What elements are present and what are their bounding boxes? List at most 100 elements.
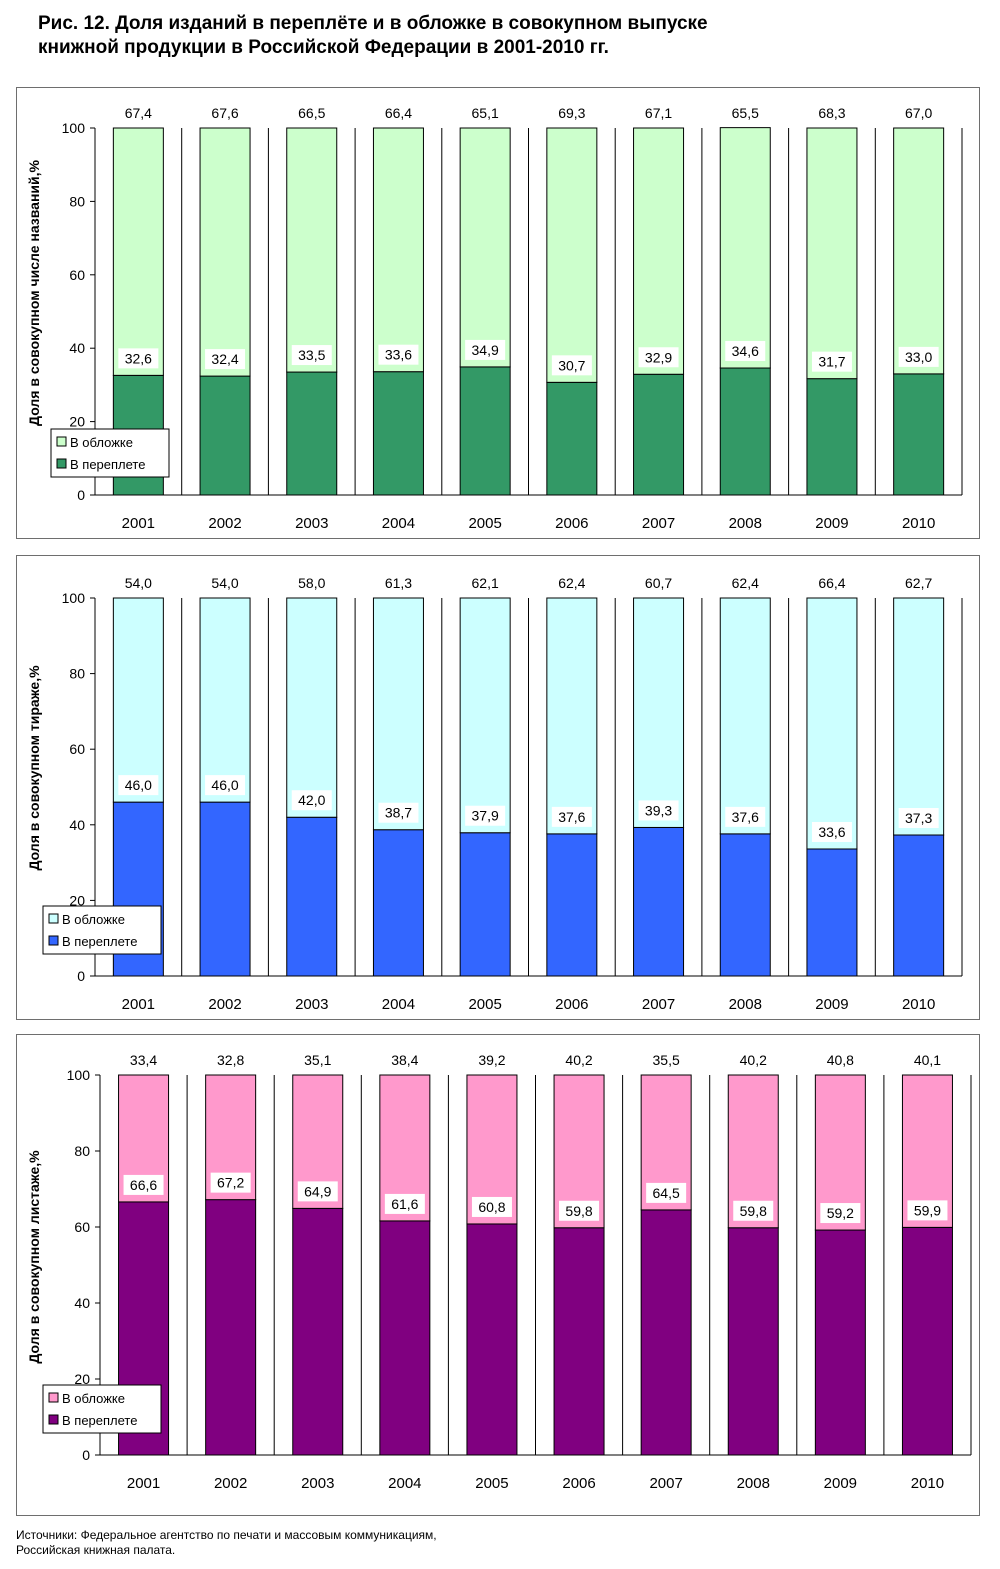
- bar-top-2005: [459, 597, 511, 834]
- source-line-2: Российская книжная палата.: [16, 1543, 176, 1557]
- data-label-bottom-2003: 64,9: [304, 1183, 331, 1199]
- legend-box: [50, 428, 170, 478]
- x-tick-label-2008: 2008: [729, 515, 762, 532]
- x-tick-label-2002: 2002: [208, 996, 241, 1013]
- bar-bottom-2004: [372, 371, 424, 496]
- data-label-bottom-2003: 33,5: [298, 347, 325, 363]
- data-label-bg: [559, 1200, 600, 1221]
- data-label-bottom-2005: 37,9: [472, 808, 499, 824]
- data-label-top-2007: 60,7: [645, 575, 672, 591]
- legend: В обложке В переплете: [50, 428, 170, 478]
- bar-bottom-2005: [459, 832, 511, 977]
- data-label-bottom-2004: 38,7: [385, 805, 412, 821]
- y-tick-label: 0: [77, 487, 85, 503]
- data-label-bg: [551, 355, 592, 376]
- legend-swatch-1: [48, 913, 59, 924]
- y-tick-label: 20: [69, 414, 85, 430]
- x-tick-label-2003: 2003: [295, 515, 328, 532]
- data-label-bottom-2009: 33,6: [818, 824, 845, 840]
- data-label-top-2005: 65,1: [472, 105, 499, 121]
- legend-box: [42, 905, 162, 955]
- y-tick-label: 20: [69, 892, 85, 908]
- x-tick-label-2001: 2001: [122, 515, 155, 532]
- y-axis-title: Доля в совокупном числе названий,%: [26, 159, 42, 425]
- data-label-top-2001: 67,4: [125, 105, 152, 121]
- x-tick-label-2007: 2007: [649, 1475, 682, 1492]
- data-label-top-2007: 67,1: [645, 105, 672, 121]
- data-label-top-2008: 65,5: [732, 105, 759, 121]
- data-label-bg: [118, 348, 159, 369]
- legend-label-0: В переплете: [62, 1413, 137, 1428]
- figure-title-line-2: книжной продукции в Российской Федерации…: [38, 37, 609, 58]
- chart-sheets-share: 0 20 40 60 80 100 Доля в совокупном листаже,% 6…: [26, 1052, 972, 1492]
- data-label-bottom-2004: 61,6: [391, 1196, 418, 1212]
- bar-bottom-2003: [292, 1207, 344, 1456]
- data-label-bg: [123, 1174, 164, 1195]
- data-label-bg: [811, 351, 852, 372]
- data-label-bg: [378, 344, 419, 365]
- data-label-bottom-2010: 33,0: [905, 349, 932, 365]
- chart-panel-titles: 0 20 40 60 80 100 Доля в совокупном числе назв…: [16, 87, 980, 539]
- legend-swatch-0: [48, 1414, 59, 1425]
- data-label-top-2003: 66,5: [298, 105, 325, 121]
- chart-panel-print-run: 0 20 40 60 80 100 Доля в совокупном тираже,% 46…: [16, 555, 980, 1020]
- x-tick-label-2007: 2007: [642, 996, 675, 1013]
- data-label-top-2003: 58,0: [298, 575, 325, 591]
- data-label-bottom-2006: 59,8: [565, 1203, 592, 1219]
- data-label-bg: [210, 1172, 251, 1193]
- legend-box: [42, 1384, 162, 1434]
- legend-label-1: В обложке: [70, 435, 133, 450]
- data-label-bottom-2005: 34,9: [472, 342, 499, 358]
- x-tick-label-2002: 2002: [214, 1475, 247, 1492]
- source-note: Источники: Федеральное агентство по печа…: [16, 1528, 437, 1558]
- x-tick-label-2003: 2003: [295, 996, 328, 1013]
- data-label-bg: [297, 1181, 338, 1202]
- bar-bottom-2007: [633, 373, 685, 496]
- bar-bottom-2010: [893, 834, 945, 977]
- chart-print-run-share: 0 20 40 60 80 100 Доля в совокупном тираже,% 46…: [26, 575, 963, 1013]
- bar-bottom-2007: [633, 826, 685, 977]
- data-label-top-2005: 39,2: [478, 1052, 505, 1068]
- x-tick-label-2004: 2004: [382, 515, 415, 532]
- y-axis-title: Доля в совокупном листаже,%: [26, 1150, 42, 1364]
- chart-titles-share: 0 20 40 60 80 100 Доля в совокупном числе назв…: [26, 105, 963, 532]
- data-label-bg: [378, 802, 419, 823]
- data-label-bg: [646, 1182, 687, 1203]
- y-tick-label: 40: [74, 1295, 90, 1311]
- bar-bottom-2002: [199, 801, 251, 977]
- x-tick-label-2008: 2008: [729, 996, 762, 1013]
- x-tick-label-2001: 2001: [122, 996, 155, 1013]
- data-label-top-2003: 35,1: [304, 1052, 331, 1068]
- bar-bottom-2009: [814, 1229, 866, 1456]
- bar-top-2001: [112, 127, 164, 376]
- data-label-top-2008: 40,2: [740, 1052, 767, 1068]
- data-label-bottom-2003: 42,0: [298, 792, 325, 808]
- data-label-top-2004: 66,4: [385, 105, 412, 121]
- data-label-bottom-2010: 59,9: [914, 1202, 941, 1218]
- x-tick-label-2005: 2005: [468, 515, 501, 532]
- data-label-bottom-2010: 37,3: [905, 810, 932, 826]
- data-label-top-2010: 62,7: [905, 575, 932, 591]
- x-tick-label-2004: 2004: [388, 1475, 421, 1492]
- y-tick-label: 20: [74, 1371, 90, 1387]
- data-label-top-2007: 35,5: [653, 1052, 680, 1068]
- data-label-bottom-2002: 67,2: [217, 1175, 244, 1191]
- bar-bottom-2004: [379, 1220, 431, 1456]
- x-tick-label-2002: 2002: [208, 515, 241, 532]
- data-label-top-2002: 67,6: [211, 105, 238, 121]
- bar-top-2008: [719, 127, 771, 369]
- y-tick-label: 60: [69, 267, 85, 283]
- x-tick-label-2009: 2009: [815, 996, 848, 1013]
- data-label-bottom-2007: 32,9: [645, 349, 672, 365]
- y-tick-label: 100: [67, 1067, 91, 1083]
- data-label-bg: [898, 346, 939, 367]
- y-tick-label: 60: [74, 1219, 90, 1235]
- data-label-top-2009: 66,4: [818, 575, 845, 591]
- y-tick-label: 100: [62, 120, 86, 136]
- chart-panel-sheets: 0 20 40 60 80 100 Доля в совокупном листаже,% 6…: [16, 1034, 980, 1516]
- x-tick-label-2010: 2010: [902, 515, 935, 532]
- x-tick-label-2006: 2006: [555, 515, 588, 532]
- bar-top-2001: [112, 597, 164, 803]
- bar-top-2007: [633, 597, 685, 828]
- bar-top-2007: [633, 127, 685, 375]
